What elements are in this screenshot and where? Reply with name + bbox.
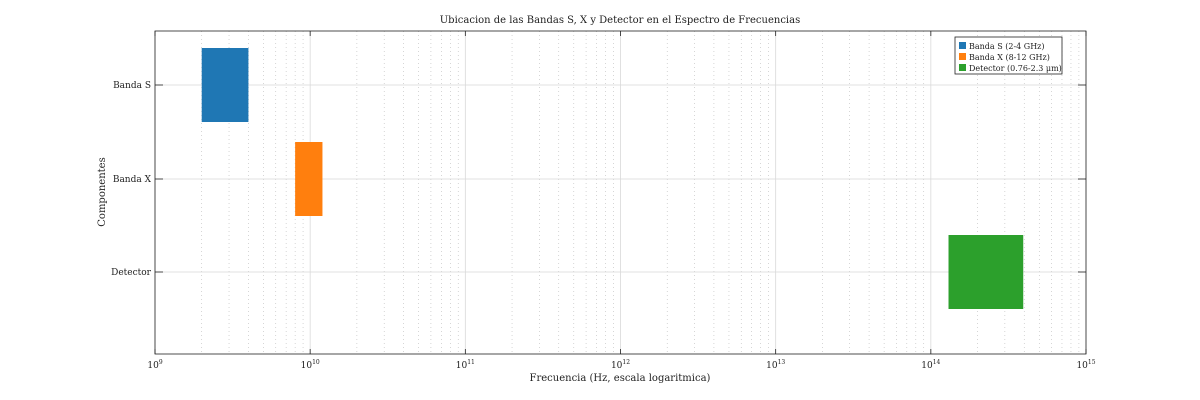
legend: Banda S (2-4 GHz) Banda X (8-12 GHz) Detec… [954, 36, 1063, 75]
y-tick-label: Detector [111, 268, 152, 278]
grid-lines [154, 31, 1087, 354]
bar-banda-x [295, 142, 323, 216]
y-tick-label: Banda X [113, 175, 152, 185]
x-tick-label: 1015 [1076, 359, 1095, 371]
x-tick-label: 1012 [611, 359, 630, 371]
x-tick-label: 1014 [921, 359, 940, 371]
legend-swatch [959, 42, 966, 49]
legend-swatch [959, 53, 966, 60]
x-tick-label: 1013 [766, 359, 785, 371]
y-axis-label: Componentes [97, 157, 108, 226]
x-tick-label: 1011 [456, 359, 475, 371]
axis-ticks: 109 1010 1011 1012 1013 1014 1015 Banda S Banda … [111, 31, 1096, 371]
legend-box [954, 36, 1063, 75]
chart-title: Ubicacion de las Bandas S, X y Detector … [440, 15, 800, 26]
legend-swatch [959, 64, 966, 71]
bars [201, 48, 1024, 309]
legend-label: Detector (0.76-2.3 μm) [969, 64, 1062, 73]
x-tick-label: 1010 [301, 359, 320, 371]
bar-banda-s [201, 48, 249, 122]
legend-label: Banda S (2-4 GHz) [969, 42, 1045, 51]
x-axis-label: Frecuencia (Hz, escala logaritmica) [530, 373, 711, 384]
y-tick-label: Banda S [113, 81, 151, 91]
bar-detector [948, 235, 1024, 309]
legend-label: Banda X (8-12 GHz) [969, 53, 1050, 62]
x-tick-label: 109 [147, 359, 162, 371]
